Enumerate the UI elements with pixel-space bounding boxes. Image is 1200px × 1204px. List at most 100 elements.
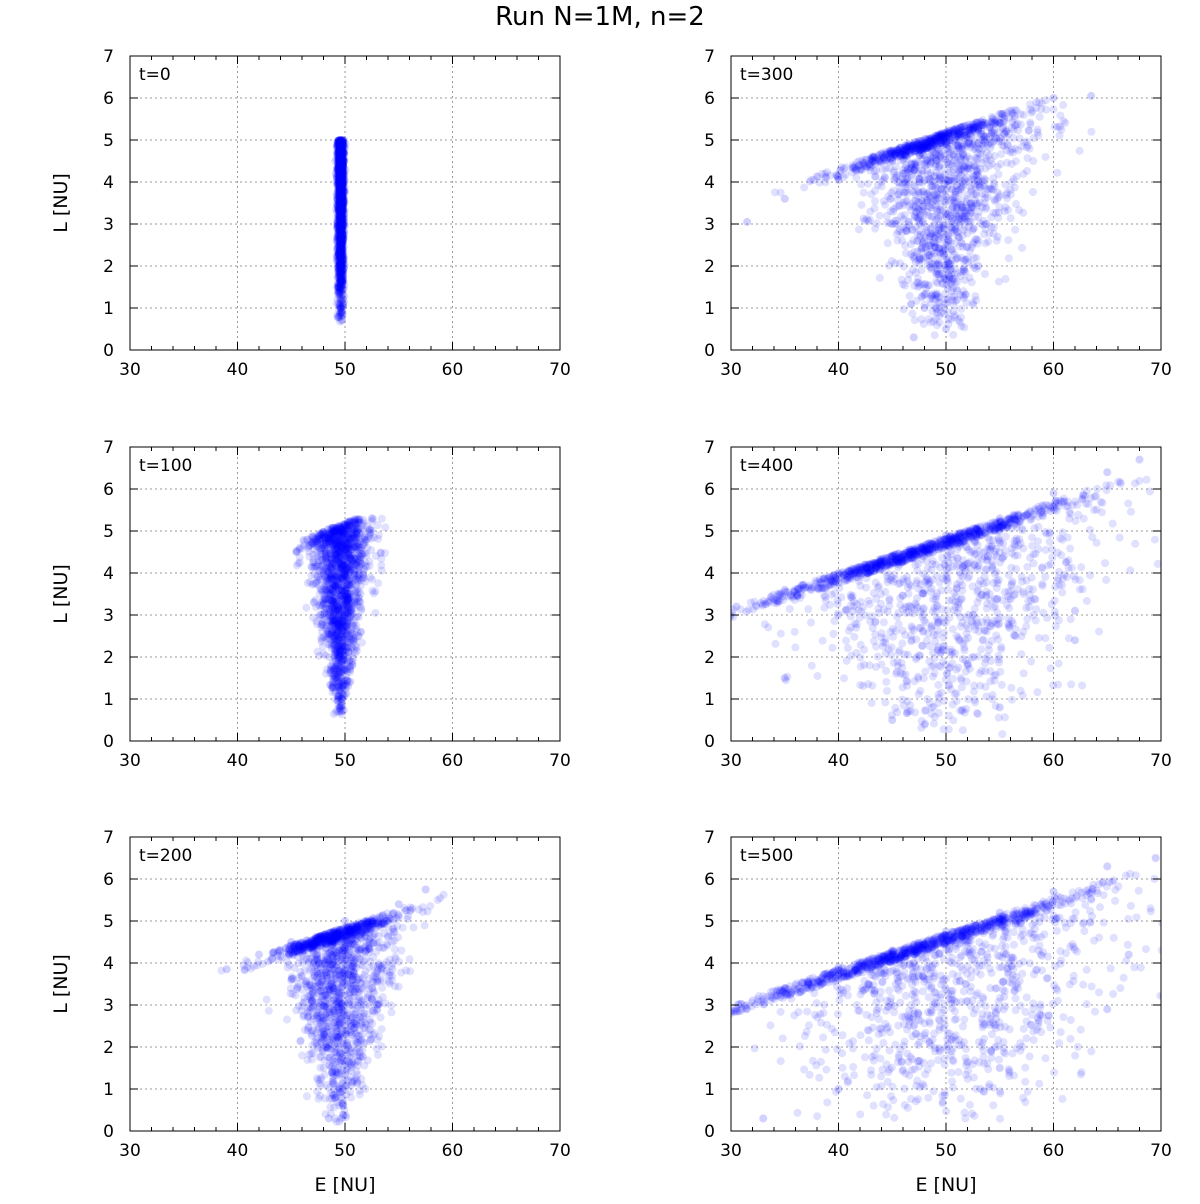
data-point xyxy=(959,243,967,251)
data-point xyxy=(981,225,989,233)
y-tick-label: 5 xyxy=(704,131,715,151)
panel-annotation: t=300 xyxy=(740,65,793,85)
data-point xyxy=(933,141,941,149)
data-point xyxy=(836,166,844,174)
data-point xyxy=(1050,105,1058,113)
y-tick-label: 2 xyxy=(103,257,114,277)
data-point xyxy=(888,257,896,265)
data-point xyxy=(952,199,960,207)
data-point xyxy=(900,151,908,159)
y-tick-label: 6 xyxy=(704,89,715,109)
data-point xyxy=(917,266,925,274)
data-point xyxy=(925,135,933,143)
data-point xyxy=(912,191,920,199)
data-point xyxy=(858,201,866,209)
data-point xyxy=(974,236,982,244)
data-point xyxy=(314,648,322,656)
x-tick-label: 40 xyxy=(828,360,850,380)
data-point xyxy=(948,257,956,265)
data-point xyxy=(984,238,992,246)
data-point xyxy=(888,220,896,228)
data-point xyxy=(961,223,969,231)
data-point xyxy=(988,113,996,121)
data-point xyxy=(1029,188,1037,196)
data-point xyxy=(989,174,997,182)
data-point xyxy=(1087,128,1095,136)
data-point xyxy=(339,276,347,284)
data-point xyxy=(337,136,345,144)
data-point xyxy=(374,521,382,529)
data-point xyxy=(1042,153,1050,161)
data-point xyxy=(337,220,345,228)
data-point xyxy=(965,125,973,133)
data-point xyxy=(935,271,943,279)
data-point xyxy=(963,173,971,181)
data-point xyxy=(944,295,952,303)
x-tick-label: 50 xyxy=(935,360,957,380)
data-point xyxy=(337,283,345,291)
y-tick-label: 6 xyxy=(103,89,114,109)
y-tick-label: 7 xyxy=(704,47,715,67)
x-tick-label: 40 xyxy=(227,360,249,380)
data-point xyxy=(1001,203,1009,211)
data-point xyxy=(955,216,963,224)
scatter-points xyxy=(292,514,389,718)
data-point xyxy=(908,160,916,168)
data-point xyxy=(907,300,915,308)
data-point xyxy=(1000,142,1008,150)
data-point xyxy=(926,175,934,183)
data-point xyxy=(963,132,971,140)
data-point xyxy=(1010,125,1018,133)
data-point xyxy=(378,567,386,575)
data-point xyxy=(953,181,961,189)
data-point xyxy=(337,262,345,270)
data-point xyxy=(942,140,950,148)
scatter-points xyxy=(331,136,349,326)
data-point xyxy=(870,153,878,161)
x-tick-label: 50 xyxy=(334,360,356,380)
data-point xyxy=(860,189,868,197)
data-point xyxy=(949,331,957,339)
data-point xyxy=(800,183,808,191)
data-point xyxy=(859,162,867,170)
y-tick-label: 0 xyxy=(704,341,715,361)
data-point xyxy=(1004,236,1012,244)
x-tick-label: 30 xyxy=(119,360,141,380)
data-point xyxy=(878,178,886,186)
y-tick-label: 0 xyxy=(103,341,114,361)
data-point xyxy=(1056,123,1064,131)
y-axis-label: L [NU] xyxy=(50,173,72,233)
data-point xyxy=(900,215,908,223)
x-tick-label: 70 xyxy=(549,360,571,380)
data-point xyxy=(993,237,1001,245)
data-point xyxy=(981,270,989,278)
data-point xyxy=(969,301,977,309)
panel-annotation: t=0 xyxy=(139,65,171,85)
data-point xyxy=(1029,157,1037,165)
data-point xyxy=(921,304,929,312)
data-point xyxy=(932,315,940,323)
data-point xyxy=(917,280,925,288)
data-point xyxy=(337,304,345,312)
data-point xyxy=(995,209,1003,217)
data-point xyxy=(918,179,926,187)
data-point xyxy=(918,238,926,246)
data-point xyxy=(957,305,965,313)
data-point xyxy=(912,258,920,266)
data-point xyxy=(318,628,326,636)
data-point xyxy=(942,325,950,333)
data-point xyxy=(1011,106,1019,114)
data-point xyxy=(888,157,896,165)
data-point xyxy=(926,251,934,259)
data-point xyxy=(1019,170,1027,178)
data-point xyxy=(935,245,943,253)
data-point xyxy=(922,223,930,231)
data-point xyxy=(1030,134,1038,142)
data-point xyxy=(909,266,917,274)
data-point xyxy=(353,644,361,652)
